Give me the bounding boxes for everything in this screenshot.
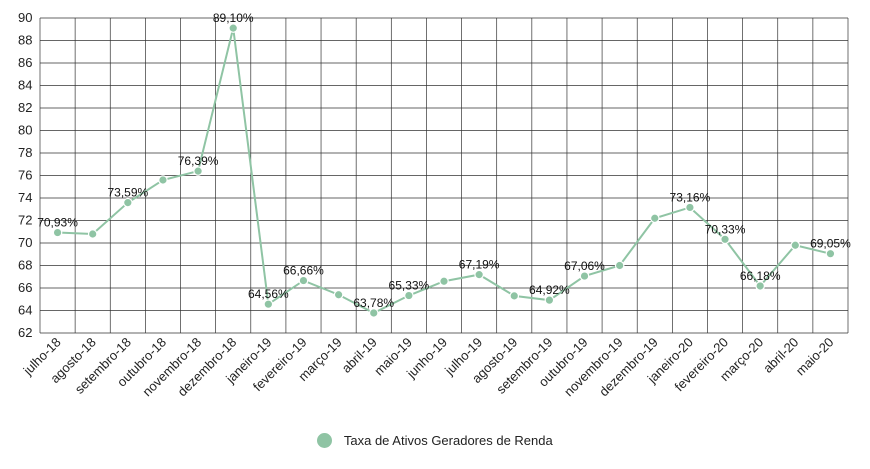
data-labels: 70,93% 73,59% 76,39% 89,10% 64,56% 66,66% 63,7… bbox=[37, 11, 851, 310]
data-point bbox=[544, 295, 555, 305]
data-point bbox=[790, 240, 801, 251]
data-label: 64,56% bbox=[248, 287, 289, 301]
y-tick-label: 84 bbox=[18, 78, 32, 93]
data-label: 73,59% bbox=[107, 186, 148, 200]
legend-label: Taxa de Ativos Geradores de Renda bbox=[343, 433, 553, 449]
data-point bbox=[193, 166, 203, 176]
y-tick-label: 70 bbox=[18, 235, 32, 250]
data-label: 73,16% bbox=[670, 190, 711, 204]
y-tick-label: 86 bbox=[18, 55, 32, 70]
legend-marker bbox=[317, 433, 333, 449]
series-line bbox=[57, 27, 831, 315]
y-tick-label: 80 bbox=[18, 123, 32, 138]
x-tick-label: maio-20 bbox=[793, 335, 837, 379]
data-point bbox=[228, 23, 239, 33]
data-point bbox=[52, 227, 63, 238]
y-tick-label: 74 bbox=[18, 190, 32, 205]
data-point bbox=[404, 290, 414, 301]
data-label: 64,92% bbox=[529, 283, 570, 297]
y-tick-label: 82 bbox=[18, 100, 32, 115]
data-label: 76,39% bbox=[178, 154, 219, 168]
data-label: 67,06% bbox=[564, 259, 605, 273]
data-point bbox=[439, 276, 449, 287]
y-tick-label: 68 bbox=[18, 258, 32, 273]
data-point bbox=[333, 289, 344, 300]
x-axis-ticks: julho-18agosto-18setembro-18outubro-18no… bbox=[20, 335, 837, 400]
data-label: 89,10% bbox=[213, 11, 254, 25]
y-tick-label: 90 bbox=[18, 10, 32, 25]
y-tick-label: 64 bbox=[18, 303, 32, 318]
data-point bbox=[123, 197, 133, 208]
y-tick-label: 76 bbox=[18, 168, 32, 183]
data-point bbox=[158, 175, 168, 185]
y-tick-label: 78 bbox=[18, 145, 32, 160]
grid-lines bbox=[39, 17, 849, 334]
y-tick-label: 66 bbox=[18, 280, 32, 295]
data-label: 67,19% bbox=[459, 258, 500, 272]
data-point bbox=[87, 229, 98, 239]
data-point bbox=[509, 291, 520, 301]
data-label: 70,93% bbox=[37, 216, 78, 230]
data-point bbox=[263, 299, 274, 309]
data-label: 66,18% bbox=[740, 269, 781, 283]
data-points bbox=[52, 23, 836, 318]
data-point bbox=[720, 234, 730, 245]
data-point bbox=[298, 275, 309, 286]
data-point bbox=[614, 260, 625, 271]
data-label: 66,66% bbox=[283, 264, 324, 278]
y-tick-label: 72 bbox=[18, 213, 32, 228]
data-point bbox=[755, 281, 765, 291]
data-label: 70,33% bbox=[705, 222, 746, 236]
data-point bbox=[579, 271, 590, 281]
data-label: 69,05% bbox=[810, 237, 851, 251]
y-axis-ticks: 62 64 66 68 70 72 74 76 78 80 82 84 86 88 90 bbox=[18, 10, 32, 340]
data-label: 63,78% bbox=[353, 296, 394, 310]
legend: Taxa de Ativos Geradores de Renda bbox=[0, 432, 870, 449]
data-point bbox=[474, 269, 484, 280]
data-point bbox=[649, 213, 660, 224]
data-point bbox=[685, 202, 695, 213]
y-tick-label: 88 bbox=[18, 33, 32, 48]
data-point bbox=[368, 308, 379, 318]
data-point bbox=[825, 248, 836, 259]
y-tick-label: 62 bbox=[18, 325, 32, 340]
data-label: 65,33% bbox=[389, 279, 430, 293]
